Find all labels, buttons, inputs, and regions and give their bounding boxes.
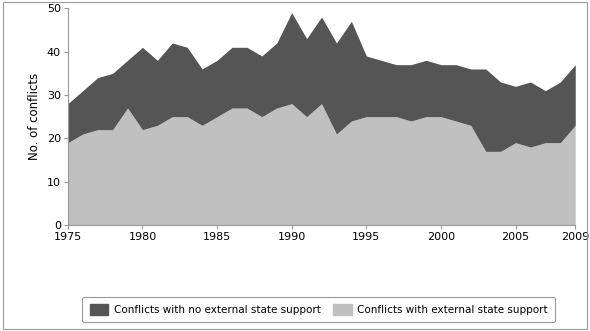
Legend: Conflicts with no external state support, Conflicts with external state support: Conflicts with no external state support… xyxy=(83,297,555,322)
Y-axis label: No. of conflicts: No. of conflicts xyxy=(28,73,41,160)
